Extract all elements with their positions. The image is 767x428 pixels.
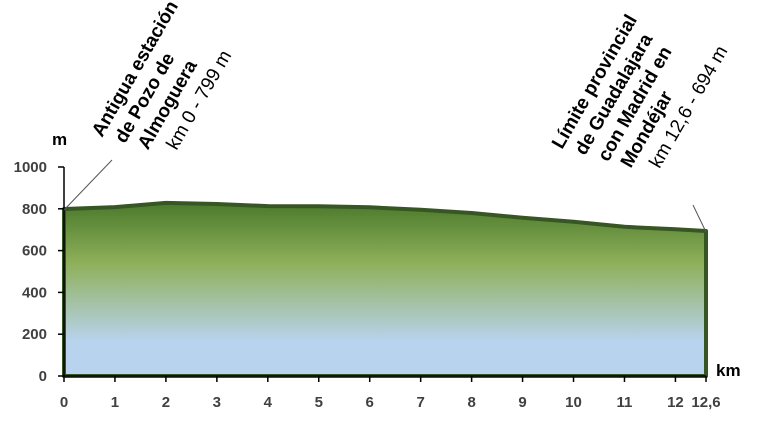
x-tick-label: 3 — [213, 394, 221, 411]
annotation-leader-line — [63, 159, 113, 211]
y-tick-label: 0 — [39, 368, 47, 385]
x-tick-label: 5 — [315, 394, 323, 411]
x-tick-label: 7 — [416, 394, 424, 411]
elevation-area — [62, 200, 708, 378]
y-axis-unit: m — [52, 130, 67, 149]
area-layer — [62, 200, 708, 378]
y-tick-label: 800 — [22, 201, 47, 218]
x-tick-label: 12 — [667, 394, 684, 411]
x-tick-label: 6 — [366, 394, 374, 411]
y-tick-label: 1000 — [14, 159, 47, 176]
x-tick-label: 0 — [60, 394, 68, 411]
x-tick-label: 12,6 — [691, 394, 720, 411]
x-axis-unit: km — [716, 361, 741, 380]
x-tick-label: 2 — [162, 394, 170, 411]
x-tick-label: 11 — [617, 394, 633, 411]
x-tick-label: 10 — [565, 394, 582, 411]
axes-layer — [63, 167, 706, 377]
x-tick-label: 8 — [467, 394, 475, 411]
annotation-leader-line — [692, 204, 707, 233]
x-tick-label: 9 — [518, 394, 526, 411]
y-tick-label: 600 — [22, 243, 47, 260]
x-tick-label: 1 — [111, 394, 119, 411]
y-tick-label: 400 — [22, 284, 47, 301]
y-tick-label: 200 — [22, 326, 47, 343]
x-tick-label: 4 — [264, 394, 273, 411]
